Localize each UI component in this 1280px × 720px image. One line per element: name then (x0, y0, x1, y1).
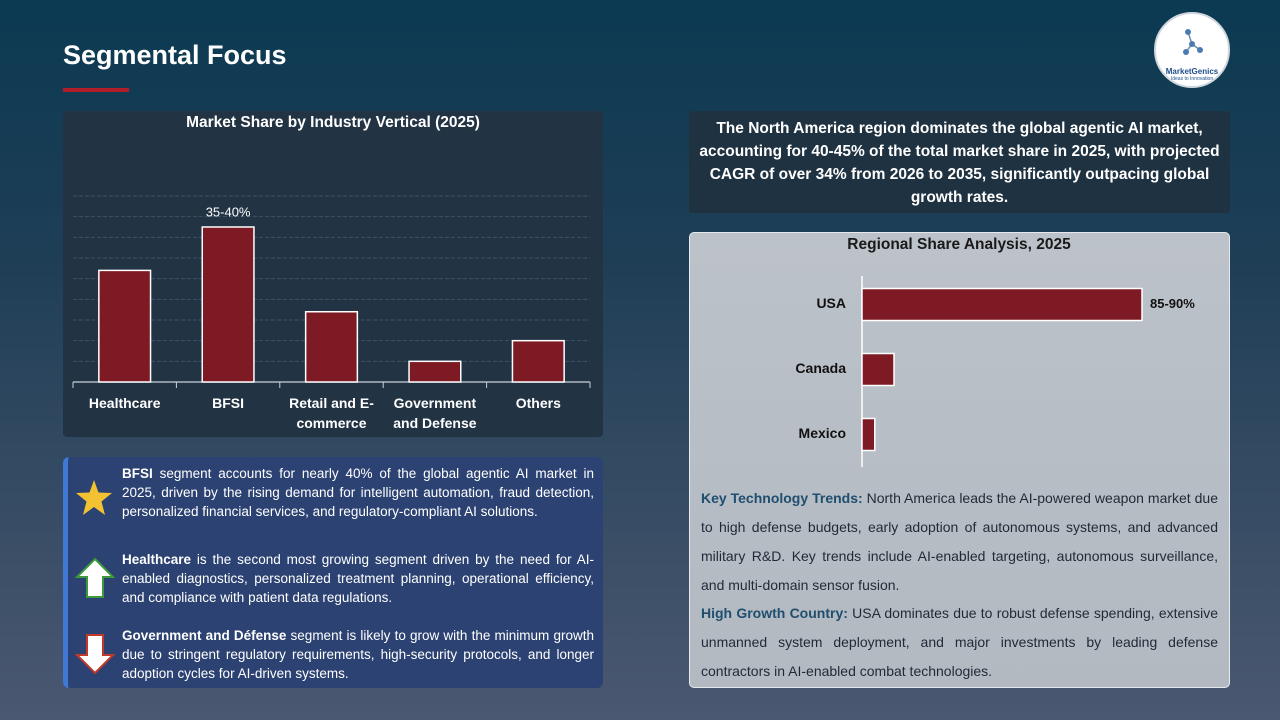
bar (304, 310, 359, 383)
highlight-text: segment is likely to grow with the minim… (122, 628, 594, 681)
down-arrow-icon (75, 634, 115, 675)
value-label: 85-90% (1150, 296, 1195, 311)
title-rule (63, 88, 129, 92)
highlight-lead: BFSI (122, 466, 153, 481)
x-tick-label: Healthcare (88, 395, 161, 411)
bar (511, 339, 565, 383)
slide-title: Segmental Focus (63, 40, 287, 70)
logo-icon (1183, 29, 1203, 55)
highlight-lead: Healthcare (122, 552, 192, 567)
highlight-text: is the second most growing segment drive… (122, 552, 594, 605)
note-text: USA dominates due to robust defense spen… (701, 605, 1218, 679)
up-arrow-icon (75, 557, 115, 598)
note: Key Technology Trends: North America lea… (701, 484, 1218, 600)
highlight: Government and Défense segment is likely… (122, 626, 594, 683)
star-icon (76, 480, 112, 515)
x-tick-label: Others (515, 395, 561, 411)
bar (861, 417, 876, 452)
x-tick-label: Retail and E-commerce (289, 395, 374, 431)
note-heading: High Growth Country: (701, 605, 848, 621)
summary: The North America region dominates the g… (689, 111, 1230, 213)
highlight: Healthcare is the second most growing se… (122, 550, 594, 607)
note-heading: Key Technology Trends: (701, 490, 863, 506)
value-label: 35-40% (206, 204, 251, 219)
x-tick-label: BFSI (212, 395, 245, 411)
bar (861, 287, 1143, 322)
note-text: North America leads the AI-powered weapo… (701, 490, 1219, 593)
chart-title: Regional Share Analysis, 2025 (847, 236, 1071, 253)
x-tick-label: Government and Defense (393, 395, 477, 431)
note: High Growth Country: USA dominates due t… (701, 599, 1218, 686)
bar (408, 360, 462, 383)
y-tick-label: Mexico (799, 425, 846, 441)
logo: MarketGenics Ideas to Innovation (1154, 12, 1230, 88)
highlights-panel (63, 457, 603, 688)
chart-title: Market Share by Industry Vertical (2025) (186, 114, 480, 131)
y-tick-label: Canada (795, 360, 846, 376)
bar (201, 226, 255, 383)
highlight-lead: Government and Défense (122, 628, 287, 643)
highlight: BFSI segment accounts for nearly 40% of … (122, 464, 594, 521)
logo-tagline: Ideas to Innovation (1170, 76, 1214, 82)
logo-name: MarketGenics (1165, 67, 1219, 76)
bar (98, 269, 152, 383)
highlight-text: segment accounts for nearly 40% of the g… (122, 466, 594, 519)
y-tick-label: USA (816, 295, 846, 311)
bar (861, 352, 895, 387)
